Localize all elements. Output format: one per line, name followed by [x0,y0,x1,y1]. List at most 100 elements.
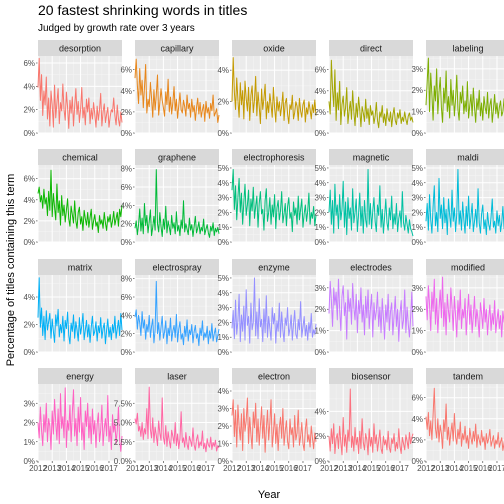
y-tick-label: 6% [23,59,35,68]
x-tick-label: 2013 [140,464,158,473]
y-tick-label: 3% [411,284,423,293]
series-line-modified [425,276,504,338]
y-tick-label: 0% [120,238,132,247]
x-tick-label: 2017 [294,464,312,473]
x-tick-label: 2012 [29,464,47,473]
facet-strip [135,40,219,56]
x-tick-label: 2014 [251,464,269,473]
y-tick-label: 4% [314,407,326,416]
y-tick-label: 0% [411,129,423,138]
y-tick-label: 2% [23,321,35,330]
y-tick-label: 3% [23,399,35,408]
facet-magnetic: magnetic 0% 1% 2% 3% 4% 5% [314,149,414,247]
y-tick-label: 5.0% [114,419,132,428]
facet-matrix: matrix 0% 2% 4% [23,259,123,357]
series-line-desorption [37,57,123,129]
y-tick-label: 1% [411,327,423,336]
series-line-biosensor [328,388,414,456]
y-tick-label: 2% [23,106,35,115]
x-tick-label: 2014 [348,464,366,473]
facet-strip-label: capillary [160,44,194,54]
y-tick-label: 1% [217,440,229,449]
y-tick-label: 2% [217,208,229,217]
x-tick-label: 2013 [237,464,255,473]
y-tick-label: 3% [411,194,423,203]
facet-electron: electron 0% 1% 2% 3% 4% 2012201320142015201620… [217,368,317,473]
y-tick-label: 1% [411,223,423,232]
facet-strip-label: matrix [68,263,93,273]
facet-oxide: oxide 0% 2% 4% [217,40,317,138]
x-tick-label: 2016 [183,464,201,473]
y-tick-label: 4% [217,289,229,298]
y-tick-label: 6% [120,66,132,75]
x-tick-label: 2015 [266,464,284,473]
y-tick-label: 5% [411,164,423,173]
series-line-electrospray [134,280,220,347]
x-tick-label: 2017 [197,464,215,473]
y-tick-label: 3% [217,405,229,414]
y-tick-label: 2% [411,436,423,445]
x-axis-title: Year [258,489,281,501]
y-tick-label: 0% [217,238,229,247]
y-tick-label: 0% [120,129,132,138]
series-line-graphene [134,169,220,238]
facet-graphene: graphene 0% 2% 4% 6% 8% [120,149,220,247]
facet-strip [232,259,316,275]
y-tick-label: 0% [23,129,35,138]
facet-electrospray: electrospray 0% 2% 4% 6% 8% [120,259,220,357]
series-line-energy [37,387,123,452]
y-tick-label: 2.5% [114,438,132,447]
y-tick-label: 2% [120,330,132,339]
x-tick-label: 2017 [100,464,118,473]
facet-strip [329,368,413,384]
series-line-electron [231,397,317,453]
y-tick-label: 0% [314,457,326,466]
x-tick-label: 2013 [334,464,352,473]
y-tick-label: 1% [23,438,35,447]
facet-strip [232,40,316,56]
y-tick-label: 5% [217,274,229,283]
facet-strip-label: modified [451,263,485,273]
y-tick-label: 0% [217,348,229,357]
facet-strip [135,259,219,275]
facet-strip-label: electrospray [152,263,202,273]
x-tick-label: 2016 [86,464,104,473]
facet-strip-label: electron [258,372,290,382]
series-line-enzyme [231,277,317,344]
facet-strip-label: electrodes [350,263,392,273]
y-tick-label: 4% [120,311,132,320]
y-tick-label: 2% [217,98,229,107]
facet-maldi: maldi 0% 1% 2% 3% 4% 5% [411,149,504,247]
y-tick-label: 0% [120,348,132,357]
x-tick-label: 2014 [57,464,75,473]
y-tick-label: 1% [314,327,326,336]
facet-panels: desorption0%2%4%6%capillary0%2%4%6%oxide… [23,40,504,473]
x-tick-label: 2012 [223,464,241,473]
y-tick-label: 5% [314,164,326,173]
y-tick-label: 4% [217,387,229,396]
facet-direct: direct 0% 2% 4% 6% [314,40,414,138]
y-tick-label: 8% [120,165,132,174]
series-line-matrix [37,277,123,345]
y-tick-label: 3% [314,284,326,293]
y-tick-label: 0% [23,238,35,247]
y-tick-label: 0% [314,129,326,138]
facet-strip [426,40,504,56]
y-tick-label: 4% [23,293,35,302]
facet-electrophoresis: electrophoresis 0% 1% 2% 3% 4% 5% [217,149,317,247]
y-tick-label: 2% [411,86,423,95]
x-tick-label: 2012 [417,464,435,473]
series-line-oxide [231,57,317,125]
series-line-tandem [425,387,504,451]
facet-strip-label: laser [167,372,187,382]
facet-laser: laser0.0%2.5%5.0%7.5%2012201320142015201… [114,368,220,473]
facet-strip-label: graphene [158,153,196,163]
y-tick-label: 0% [23,457,35,466]
x-tick-label: 2015 [169,464,187,473]
series-line-electrodes [328,278,414,342]
facet-strip [329,40,413,56]
x-tick-label: 2012 [126,464,144,473]
